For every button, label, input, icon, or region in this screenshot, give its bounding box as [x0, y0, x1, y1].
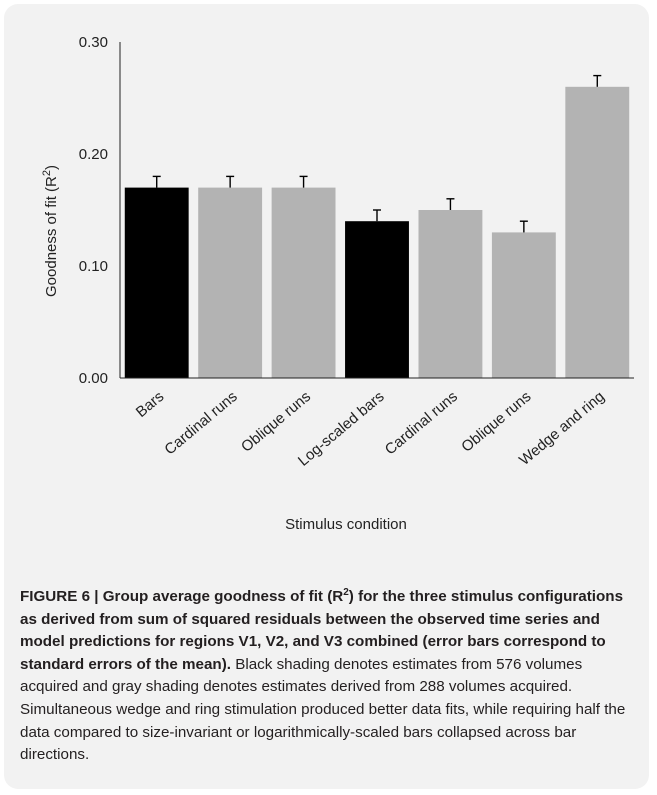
error-bar-5 [446, 198, 455, 210]
error-bar-3 [299, 175, 308, 188]
bars-layer [124, 86, 630, 379]
caption-body: Black shading denotes estimates from 576… [20, 655, 626, 764]
x-tick-label-3: Oblique runs [238, 388, 314, 456]
error-bar-6 [519, 220, 528, 233]
figure-panel: 0.00 0.10 0.20 0.30 Bars Cardinal runs Obliqu… [4, 4, 649, 789]
y-tick-labels: 0.00 0.10 0.20 0.30 [79, 34, 108, 387]
bar-1 [124, 187, 189, 378]
x-tick-label-5: Cardinal runs [382, 388, 461, 458]
bar-7 [565, 86, 630, 379]
y-tick-label-1: 0.00 [79, 370, 108, 387]
y-tick-label-3: 0.20 [79, 146, 108, 163]
y-tick-label-4: 0.30 [79, 34, 108, 51]
x-axis-label: Stimulus condition [285, 516, 407, 533]
error-bar-7 [593, 74, 602, 87]
error-bar-4 [373, 209, 381, 222]
figure-caption: FIGURE 6 | Group average goodness of fit… [20, 586, 640, 767]
error-bar-2 [226, 175, 235, 188]
x-tick-label-6: Oblique runs [458, 388, 534, 456]
y-tick-label-2: 0.10 [79, 258, 108, 275]
bar-2 [198, 187, 263, 378]
bar-5 [418, 210, 483, 378]
bar-4 [345, 221, 409, 378]
y-axis-label: Goodness of fit (R2) [41, 165, 60, 297]
error-bars-layer [152, 74, 602, 233]
caption-lead: FIGURE 6 | Group average goodness of fit… [20, 586, 624, 673]
chart-area: 0.00 0.10 0.20 0.30 Bars Cardinal runs Obliqu… [4, 4, 649, 574]
error-bar-1 [152, 175, 161, 188]
x-tick-label-1: Bars [133, 388, 168, 421]
bar-6 [491, 232, 556, 378]
x-tick-label-2: Cardinal runs [161, 388, 240, 458]
bar-3 [271, 187, 336, 378]
